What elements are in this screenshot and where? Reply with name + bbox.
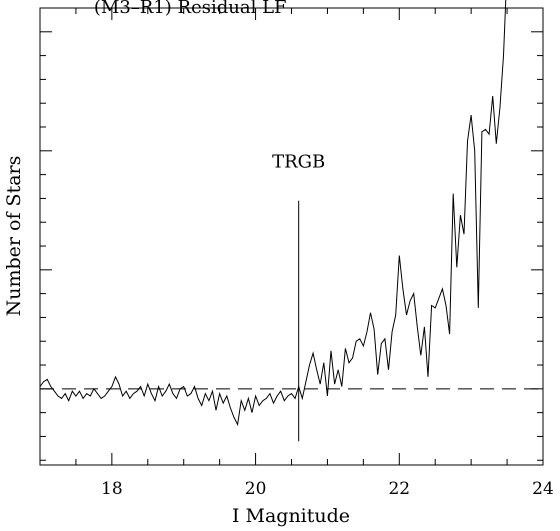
residual-lf-annotation: (M3–R1) Residual LF <box>94 0 287 18</box>
x-tick-label: 20 <box>245 479 267 499</box>
axis-ticks <box>39 7 544 465</box>
x-axis-label: I Magnitude <box>232 505 350 527</box>
x-tick-labels: 18 20 22 24 <box>101 479 554 499</box>
plot-frame <box>39 7 544 466</box>
series-line <box>39 0 507 427</box>
y-axis-label: Number of Stars <box>3 156 25 317</box>
x-tick-label: 22 <box>388 479 410 499</box>
trgb-annotation: TRGB <box>272 151 325 172</box>
x-tick-label: 24 <box>532 479 554 499</box>
x-tick-label: 18 <box>101 479 123 499</box>
